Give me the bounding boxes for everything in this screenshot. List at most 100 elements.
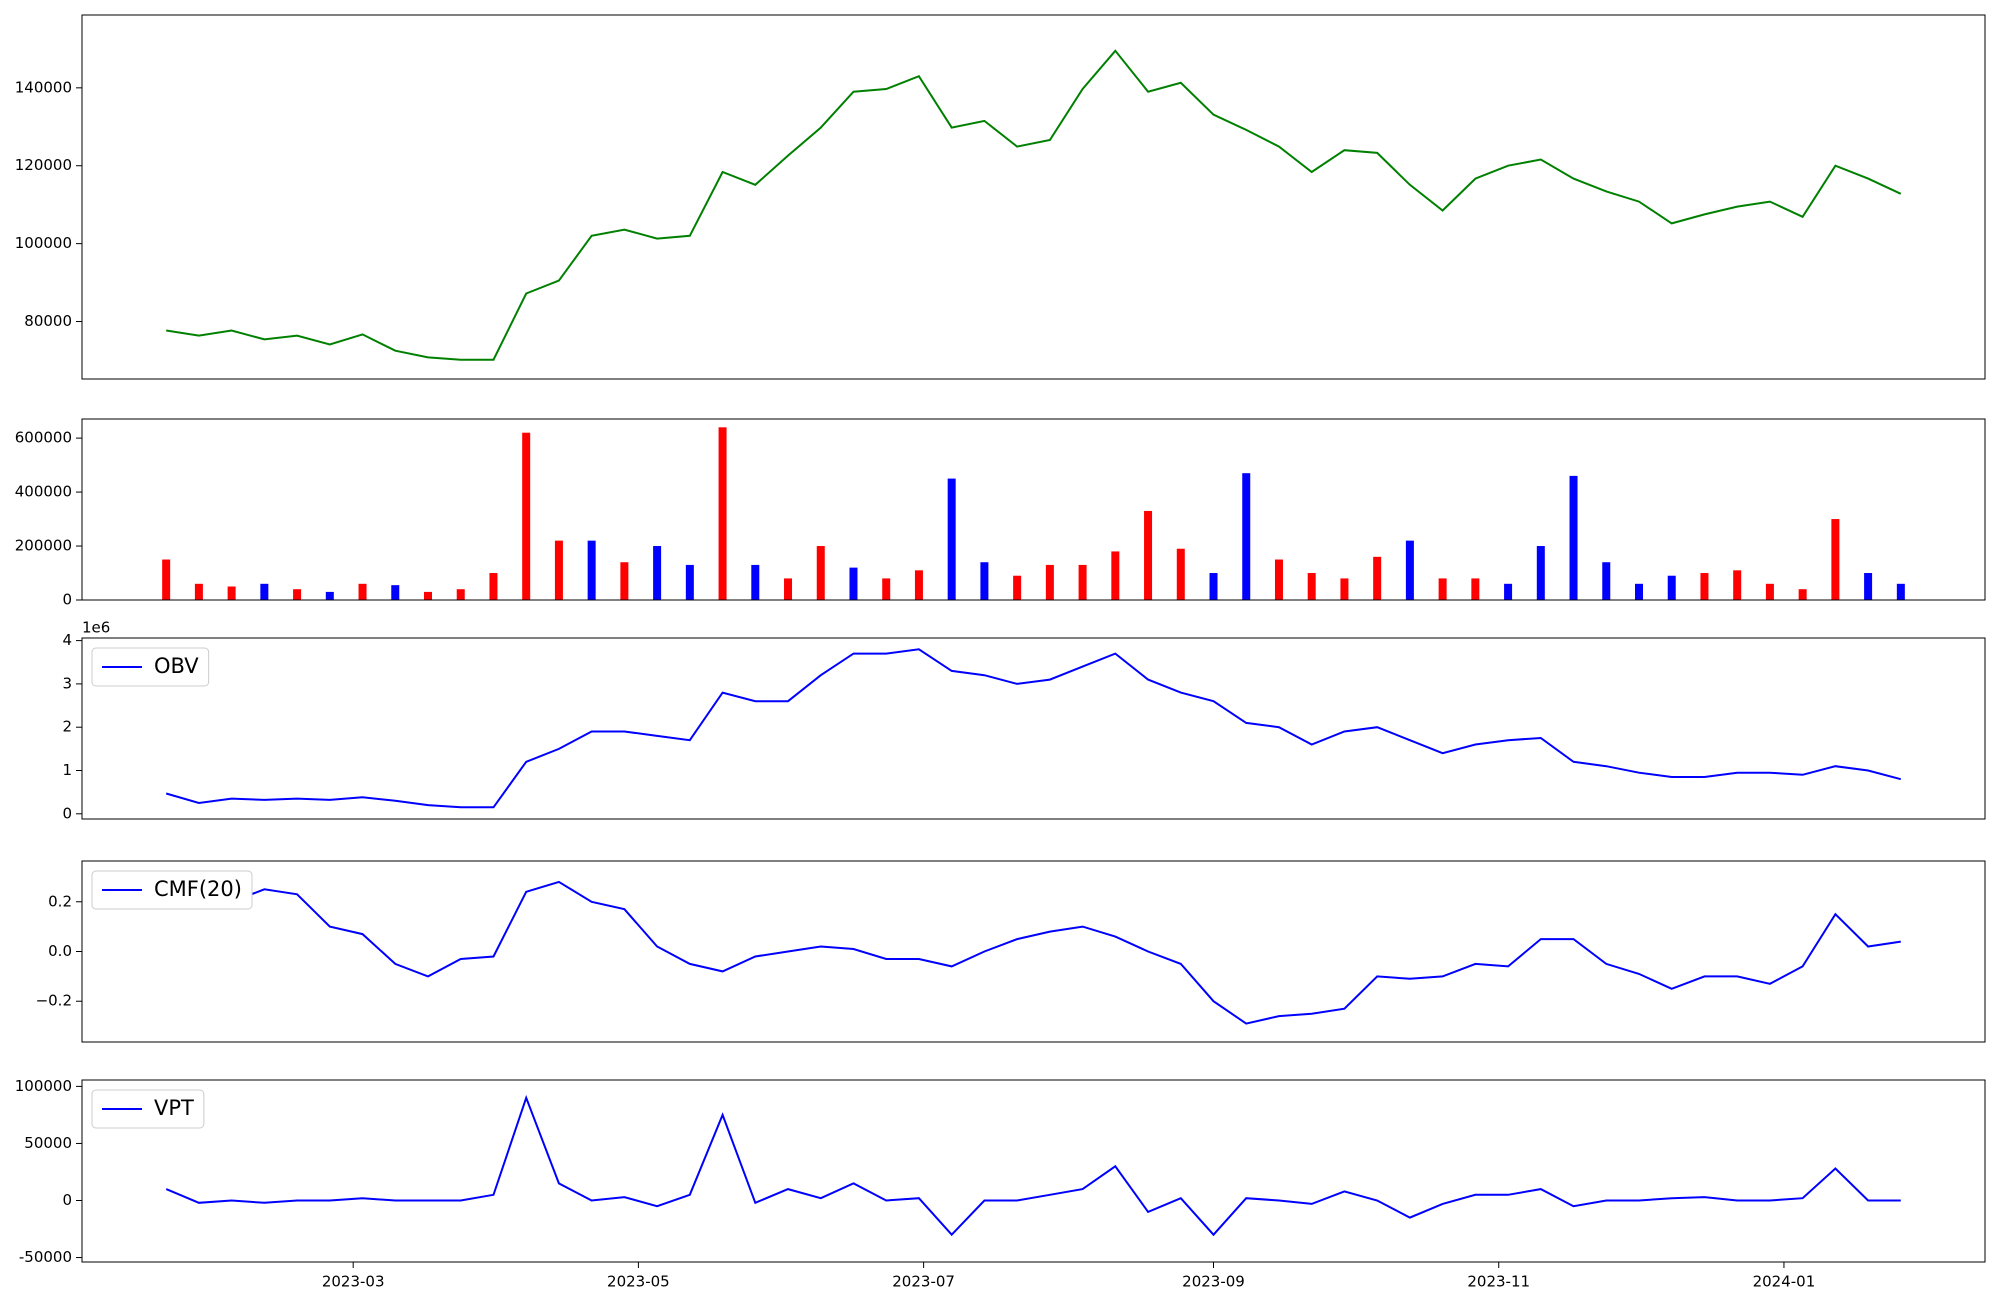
legend-label: OBV: [154, 654, 199, 678]
bar: [424, 591, 432, 600]
axes-frame: [81, 418, 1986, 601]
y-tick-label: 0.2: [48, 892, 72, 910]
bar: [489, 573, 498, 600]
line: [165, 648, 1902, 809]
bar: [1307, 573, 1316, 600]
bar: [391, 585, 400, 600]
bar: [751, 564, 760, 600]
y-tick-label: 600000: [15, 429, 72, 447]
y-tick-label: 1: [62, 761, 72, 779]
subplot: 80000 100000 120000 140000: [15, 14, 1986, 380]
bar: [1700, 573, 1709, 600]
y-tick-label: 50000: [24, 1134, 72, 1152]
y-tick-label: 400000: [15, 483, 72, 501]
y-tick-label: 120000: [15, 156, 72, 174]
y-tick-label: 4: [62, 631, 72, 649]
bar: [1078, 564, 1087, 600]
bar: [1602, 562, 1611, 600]
bar: [1144, 510, 1153, 600]
x-tick-label: 2023-07: [892, 1273, 955, 1291]
y-tick-label: 0: [62, 804, 72, 822]
bar: [1274, 559, 1283, 600]
x-tick-label: 2023-11: [1467, 1273, 1530, 1291]
legend-box: [91, 647, 210, 687]
bar: [784, 578, 793, 600]
bar: [1569, 475, 1578, 600]
bar: [685, 564, 694, 600]
axes-frame: [81, 860, 1986, 1043]
x-tick-label: 2023-03: [322, 1273, 385, 1291]
bar: [1405, 540, 1414, 600]
bar: [293, 589, 302, 600]
y-tick-label: 200000: [15, 537, 72, 555]
bar: [1045, 564, 1054, 600]
bar: [914, 570, 923, 600]
bar: [587, 540, 596, 600]
line: [165, 880, 1901, 1025]
y-tick-label: 100000: [15, 1077, 72, 1095]
x-tick-label: 2023-05: [607, 1273, 670, 1291]
bar: [1798, 589, 1807, 600]
bar: [1013, 575, 1022, 600]
bar: [1242, 473, 1251, 600]
bar: [718, 427, 727, 600]
axes-frame: [81, 637, 1986, 820]
offset-text: 1e6: [82, 619, 110, 637]
bar: [227, 586, 236, 600]
y-tick-label: 80000: [24, 312, 72, 330]
axes-frame: [81, 14, 1986, 380]
bar: [194, 583, 203, 600]
y-tick-label: 0.0: [48, 942, 72, 960]
y-tick-label: -50000: [19, 1248, 72, 1266]
bar: [162, 559, 171, 600]
bar: [980, 562, 989, 600]
bar: [1504, 583, 1513, 600]
bar: [1831, 519, 1840, 600]
axes-frame: [81, 1079, 1986, 1263]
bar: [260, 583, 269, 600]
y-tick-label: −0.2: [36, 992, 72, 1010]
y-tick-label: 0: [62, 591, 72, 609]
y-tick-label: 100000: [15, 234, 72, 252]
legend-box: [91, 1089, 205, 1129]
bar: [1438, 578, 1447, 600]
subplot: -50000 0 50000 100000 2023-03 2023-05 2023-07 2…: [15, 1077, 1986, 1291]
bar: [325, 591, 334, 600]
subplot: 0 1 2 3 4 1e6 OBV: [62, 619, 1986, 822]
legend-label: CMF(20): [154, 877, 242, 901]
subplot: 0 200000 400000 600000: [15, 418, 1986, 609]
x-tick-label: 2023-09: [1182, 1273, 1245, 1291]
legend-box: [91, 870, 253, 910]
bar: [816, 546, 825, 600]
bar: [1733, 570, 1742, 600]
bar: [1765, 583, 1774, 600]
y-tick-label: 0: [62, 1191, 72, 1209]
bar: [1896, 583, 1905, 600]
legend-label: VPT: [154, 1096, 194, 1120]
bar: [1340, 578, 1349, 600]
bar: [882, 578, 891, 600]
bar: [522, 432, 531, 600]
bar: [653, 546, 662, 600]
bar: [1111, 551, 1120, 600]
bar: [1864, 573, 1873, 600]
line: [166, 49, 1902, 361]
bar: [358, 583, 367, 600]
bar: [1471, 578, 1480, 600]
bar: [947, 478, 956, 600]
bar: [1667, 575, 1676, 600]
bar: [849, 567, 858, 600]
y-tick-label: 2: [62, 718, 72, 736]
bar: [620, 562, 629, 600]
bar: [1209, 573, 1218, 600]
y-tick-label: 140000: [15, 78, 72, 96]
bar: [1536, 546, 1545, 600]
bar: [456, 589, 465, 600]
subplot: −0.2 0.0 0.2 CMF(20): [36, 860, 1986, 1043]
bar: [1635, 583, 1643, 600]
bar: [1176, 548, 1185, 600]
line: [165, 1094, 1901, 1237]
bar: [1373, 556, 1382, 600]
x-tick-label: 2024-01: [1753, 1273, 1816, 1291]
